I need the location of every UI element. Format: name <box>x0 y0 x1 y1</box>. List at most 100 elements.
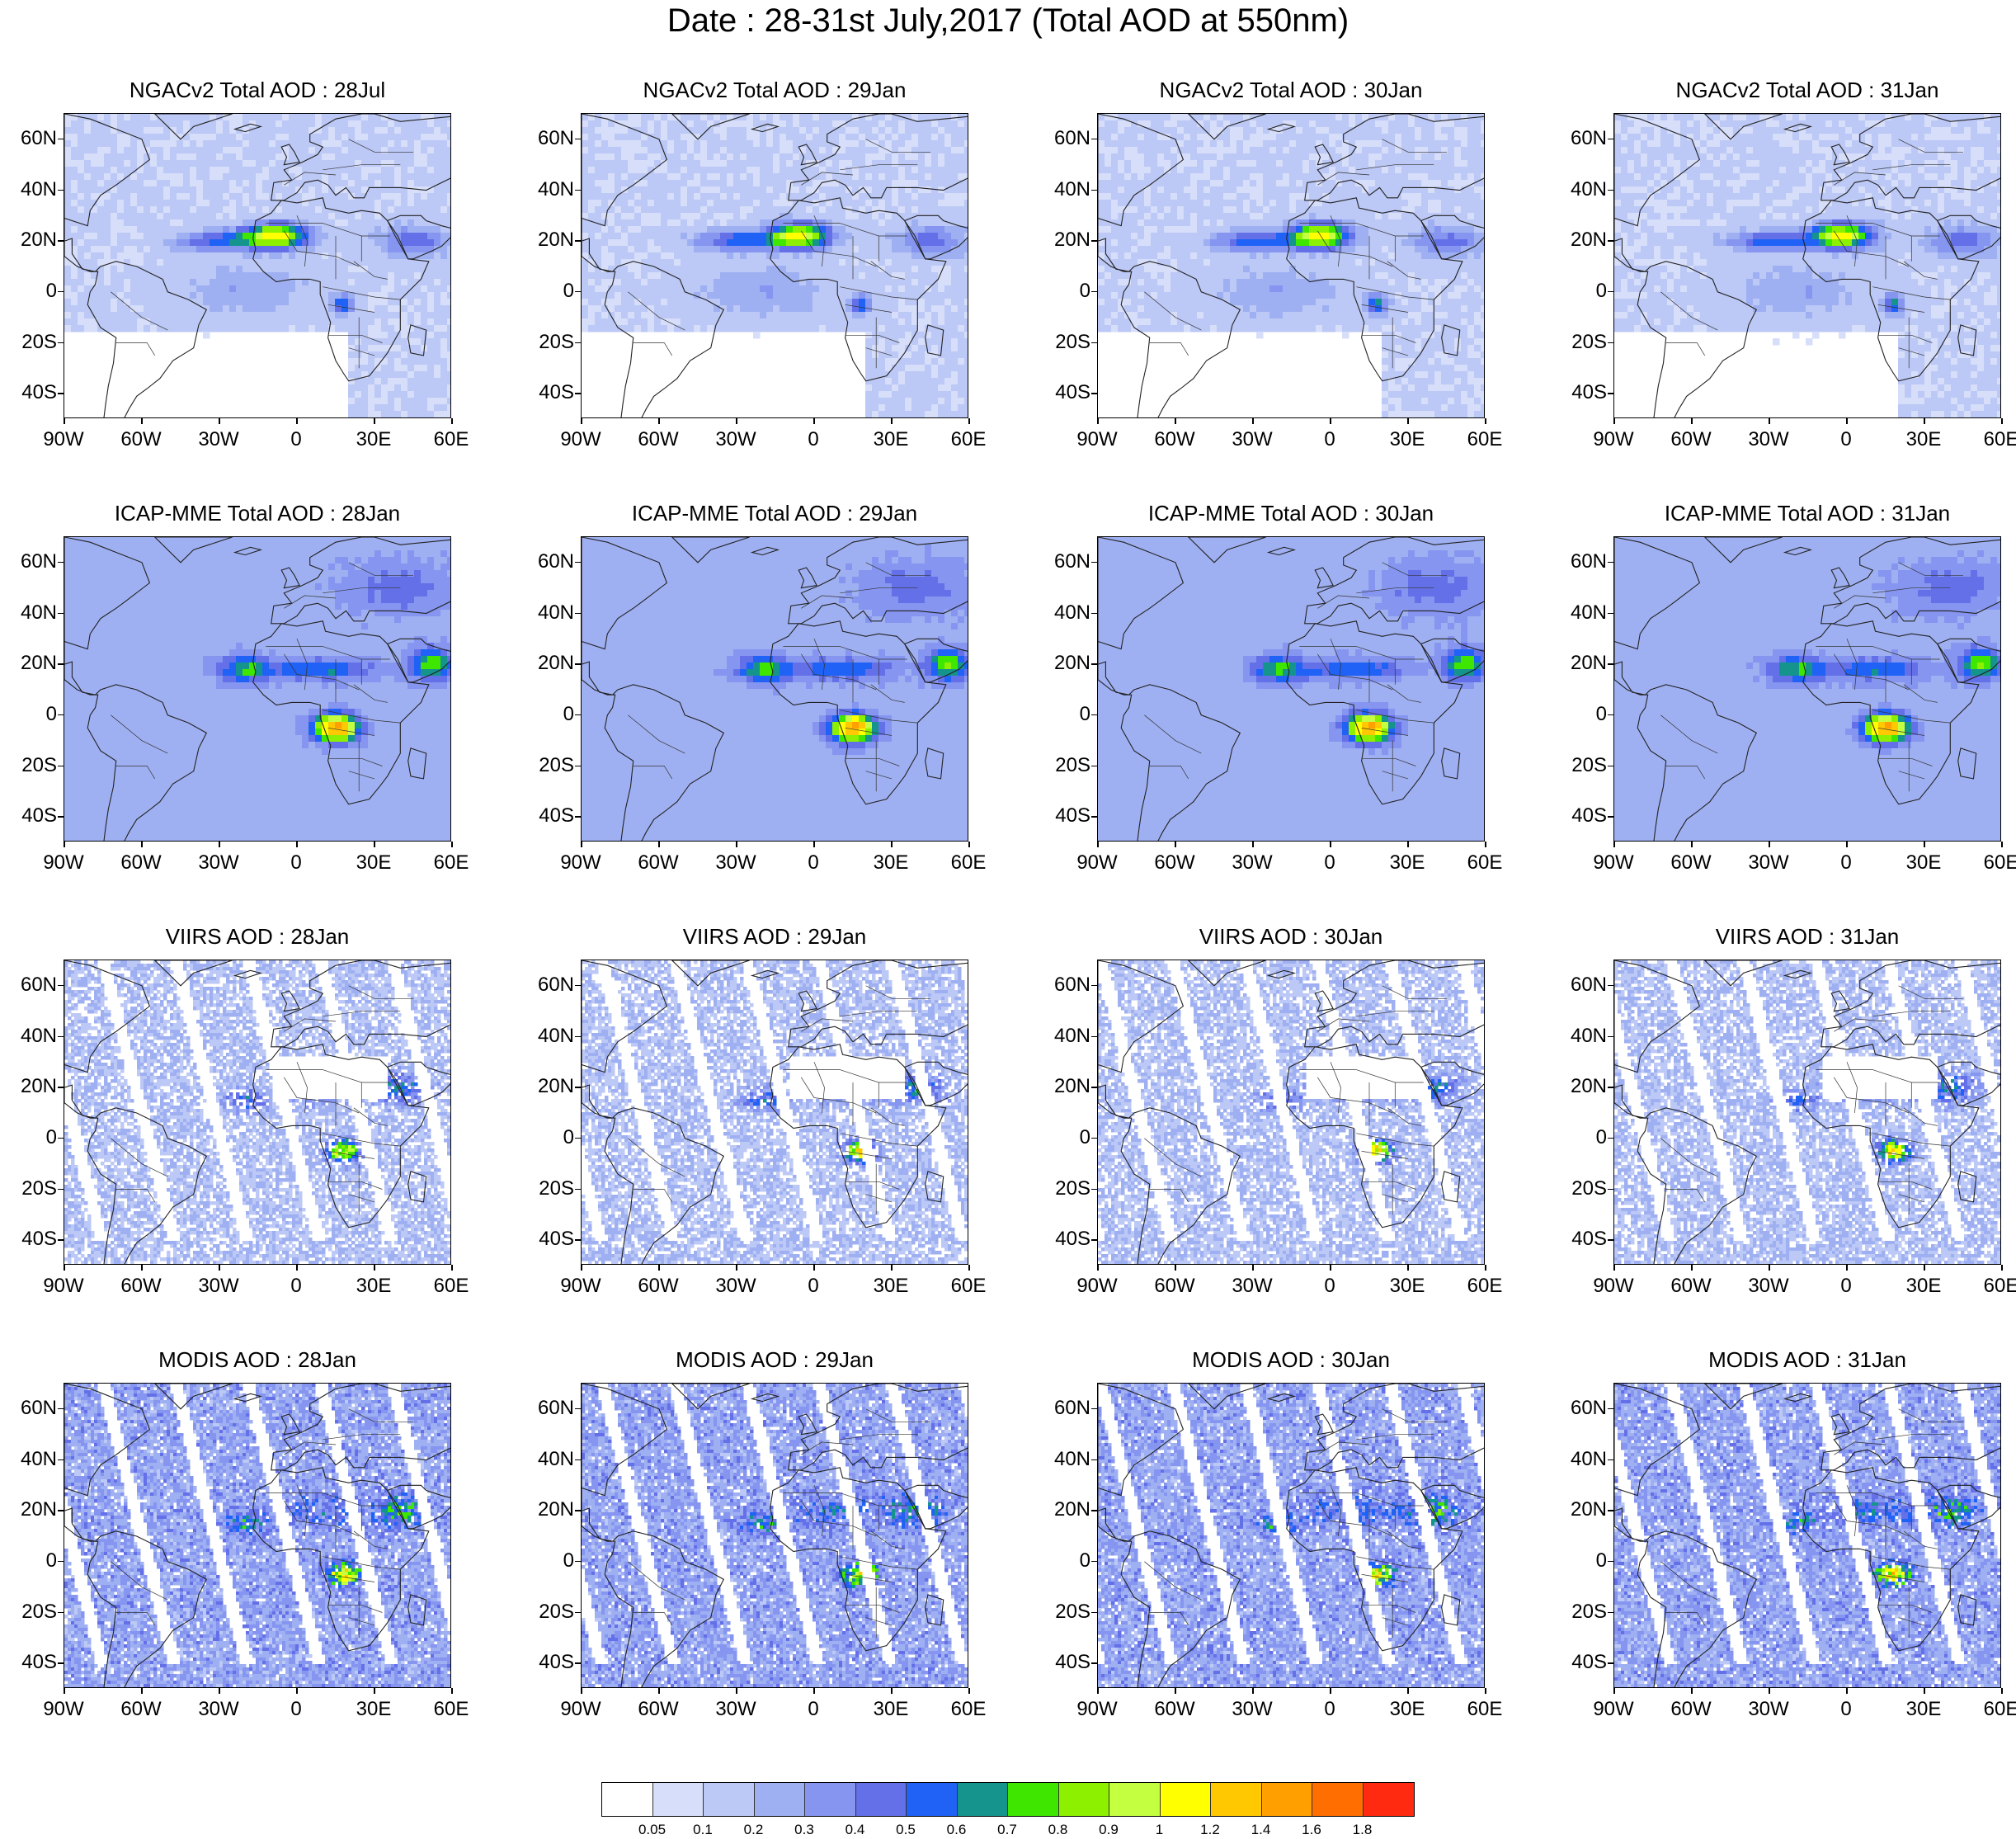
lon-tick-label: 60W <box>1658 428 1724 451</box>
lat-tick-label: 20N <box>528 1075 574 1098</box>
lat-tick-mark <box>1091 1408 1097 1410</box>
lat-tick-mark <box>1608 613 1613 615</box>
lat-tick-label: 20N <box>11 1498 57 1521</box>
lat-tick-mark <box>1608 1036 1613 1038</box>
lon-tick-label: 90W <box>31 1275 97 1298</box>
panel-title: ICAP-MME Total AOD : 29Jan <box>531 500 1018 526</box>
lon-tick-label: 60W <box>108 851 174 875</box>
lon-tick-mark <box>1097 1688 1099 1694</box>
lat-tick-mark <box>575 985 581 987</box>
panel-title: VIIRS AOD : 31Jan <box>1564 923 2016 950</box>
lat-tick-mark <box>1091 1510 1097 1511</box>
aod-map <box>1097 1383 1485 1688</box>
lon-tick-mark <box>968 418 970 424</box>
lon-tick-mark <box>219 842 220 847</box>
lon-tick-mark <box>736 842 737 847</box>
colorbar-label: 0.5 <box>881 1822 930 1838</box>
lon-tick-mark <box>1846 418 1848 424</box>
lat-tick-label: 40S <box>1561 381 1607 404</box>
lon-tick-label: 30W <box>1219 428 1285 451</box>
lat-tick-label: 20N <box>1044 229 1090 252</box>
lon-tick-mark <box>1407 1265 1409 1271</box>
lon-tick-label: 90W <box>31 428 97 451</box>
lat-tick-label: 0 <box>11 280 57 303</box>
lon-tick-mark <box>1175 418 1176 424</box>
lat-tick-label: 0 <box>1561 703 1607 726</box>
lon-tick-label: 60W <box>1142 1698 1208 1721</box>
lon-tick-mark <box>1407 842 1409 847</box>
lat-tick-mark <box>1608 240 1613 242</box>
lat-tick-mark <box>1091 291 1097 293</box>
lat-tick-mark <box>1091 1239 1097 1241</box>
lat-tick-label: 40N <box>1044 178 1090 201</box>
lon-tick-mark <box>374 418 375 424</box>
colorbar-swatch <box>1262 1783 1313 1816</box>
lon-tick-label: 30E <box>341 1275 407 1298</box>
map-panel: NGACv2 Total AOD : 28Jul 60N 40N 20N 0 20S 40S… <box>64 113 451 418</box>
lat-tick-label: 40S <box>11 1228 57 1251</box>
lat-tick-label: 20S <box>1561 1177 1607 1200</box>
lon-tick-mark <box>1485 1688 1486 1694</box>
country-border <box>634 343 672 356</box>
lat-tick-mark <box>58 766 64 767</box>
lat-tick-mark <box>1091 766 1097 767</box>
lon-tick-label: 30W <box>1736 851 1802 875</box>
lat-tick-label: 40S <box>1044 804 1090 828</box>
lon-tick-mark <box>813 842 815 847</box>
lon-tick-mark <box>1924 1688 1925 1694</box>
lat-tick-mark <box>58 240 64 242</box>
lon-tick-label: 60W <box>108 1275 174 1298</box>
lon-tick-mark <box>1330 1688 1331 1694</box>
lat-tick-mark <box>575 1408 581 1410</box>
lon-tick-label: 60W <box>625 1275 691 1298</box>
colorbar-swatch <box>1059 1783 1110 1816</box>
lon-tick-mark <box>1252 1688 1254 1694</box>
lon-tick-mark <box>1330 1265 1331 1271</box>
lat-tick-label: 40S <box>11 1651 57 1674</box>
lon-tick-mark <box>1846 1688 1848 1694</box>
lat-tick-label: 60N <box>528 1397 574 1420</box>
lat-tick-mark <box>575 562 581 563</box>
map-panel: MODIS AOD : 30Jan 60N 40N 20N 0 20S 40S 90W 60W 3… <box>1097 1383 1485 1688</box>
map-panel: MODIS AOD : 31Jan 60N 40N 20N 0 20S 40S 90W 60W 3… <box>1613 1383 2001 1688</box>
lat-tick-label: 20S <box>1561 754 1607 777</box>
lon-tick-label: 0 <box>263 1698 329 1721</box>
lon-tick-mark <box>1691 1688 1693 1694</box>
colorbar-label: 0.2 <box>729 1822 779 1838</box>
map-panel: VIIRS AOD : 28Jan 60N 40N 20N 0 20S 40S 90W 60W 3… <box>64 960 451 1265</box>
lat-tick-label: 20S <box>1044 754 1090 777</box>
lat-tick-mark <box>58 816 64 818</box>
lon-tick-mark <box>891 842 893 847</box>
lon-tick-label: 30W <box>186 1275 252 1298</box>
lon-tick-mark <box>1924 1265 1925 1271</box>
lon-tick-label: 60W <box>1142 428 1208 451</box>
lon-tick-mark <box>1485 1265 1486 1271</box>
lon-tick-label: 30E <box>858 851 924 875</box>
lon-tick-mark <box>374 1265 375 1271</box>
lon-tick-label: 30E <box>341 851 407 875</box>
lat-tick-mark <box>1091 1612 1097 1614</box>
aod-field <box>1098 1384 1485 1688</box>
lon-tick-mark <box>736 1265 737 1271</box>
lon-tick-mark <box>219 1688 220 1694</box>
aod-map <box>1097 960 1485 1265</box>
lon-tick-mark <box>1485 418 1486 424</box>
lat-tick-label: 60N <box>1561 127 1607 150</box>
aod-field <box>1098 960 1485 1265</box>
lat-tick-mark <box>575 1662 581 1664</box>
lon-tick-label: 90W <box>548 851 614 875</box>
lon-tick-label: 0 <box>1813 851 1879 875</box>
lat-tick-label: 40N <box>11 601 57 625</box>
lat-tick-mark <box>58 139 64 140</box>
lat-tick-label: 40S <box>11 381 57 404</box>
lat-tick-mark <box>1608 562 1613 563</box>
map-panel: MODIS AOD : 28Jan 60N 40N 20N 0 20S 40S 90W 60W 3… <box>64 1383 451 1688</box>
lat-tick-label: 20N <box>1561 1498 1607 1521</box>
lat-tick-mark <box>1091 562 1097 563</box>
lon-tick-mark <box>1769 418 1770 424</box>
lat-tick-label: 0 <box>1044 703 1090 726</box>
lon-tick-label: 60W <box>1658 851 1724 875</box>
lat-tick-label: 20N <box>1044 1075 1090 1098</box>
lat-tick-label: 60N <box>11 127 57 150</box>
lat-tick-label: 0 <box>1561 1126 1607 1149</box>
